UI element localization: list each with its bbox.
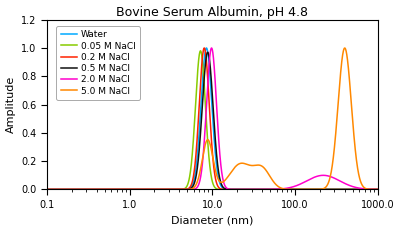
0.5 M NaCl bbox=[205, 51, 210, 54]
0.5 M NaCl bbox=[104, 188, 109, 191]
0.5 M NaCl bbox=[260, 188, 264, 191]
0.05 M NaCl bbox=[291, 188, 296, 191]
Title: Bovine Serum Albumin, pH 4.8: Bovine Serum Albumin, pH 4.8 bbox=[116, 6, 308, 18]
Legend: Water, 0.05 M NaCl, 0.2 M NaCl, 0.5 M NaCl, 2.0 M NaCl, 5.0 M NaCl: Water, 0.05 M NaCl, 0.2 M NaCl, 0.5 M Na… bbox=[56, 26, 140, 100]
5.0 M NaCl bbox=[260, 165, 264, 167]
2.0 M NaCl bbox=[104, 188, 109, 191]
2.0 M NaCl bbox=[291, 185, 296, 188]
5.0 M NaCl bbox=[342, 47, 347, 49]
5.0 M NaCl bbox=[44, 188, 49, 191]
Water bbox=[291, 188, 296, 191]
0.05 M NaCl bbox=[171, 188, 176, 191]
Water bbox=[260, 188, 264, 191]
Line: 2.0 M NaCl: 2.0 M NaCl bbox=[47, 48, 378, 189]
Line: 0.2 M NaCl: 0.2 M NaCl bbox=[47, 48, 378, 189]
5.0 M NaCl bbox=[104, 188, 109, 191]
Water bbox=[375, 188, 380, 191]
0.2 M NaCl bbox=[171, 188, 176, 191]
Water bbox=[316, 188, 321, 191]
0.5 M NaCl bbox=[44, 188, 49, 191]
0.2 M NaCl bbox=[104, 188, 109, 191]
5.0 M NaCl bbox=[243, 162, 248, 165]
2.0 M NaCl bbox=[316, 174, 321, 177]
2.0 M NaCl bbox=[243, 188, 248, 191]
Line: 0.5 M NaCl: 0.5 M NaCl bbox=[47, 52, 378, 189]
Water bbox=[171, 188, 176, 191]
5.0 M NaCl bbox=[375, 188, 380, 191]
2.0 M NaCl bbox=[209, 47, 214, 49]
0.2 M NaCl bbox=[375, 188, 380, 191]
Line: Water: Water bbox=[47, 48, 378, 189]
0.5 M NaCl bbox=[291, 188, 296, 191]
Y-axis label: Amplitude: Amplitude bbox=[6, 76, 16, 133]
0.2 M NaCl bbox=[291, 188, 296, 191]
0.05 M NaCl bbox=[104, 188, 109, 191]
0.05 M NaCl bbox=[316, 188, 321, 191]
0.5 M NaCl bbox=[316, 188, 321, 191]
0.5 M NaCl bbox=[243, 188, 248, 191]
0.05 M NaCl bbox=[44, 188, 49, 191]
2.0 M NaCl bbox=[260, 188, 264, 191]
0.2 M NaCl bbox=[243, 188, 248, 191]
0.05 M NaCl bbox=[198, 49, 203, 52]
0.05 M NaCl bbox=[243, 188, 248, 191]
Water bbox=[243, 188, 248, 191]
0.2 M NaCl bbox=[44, 188, 49, 191]
X-axis label: Diameter (nm): Diameter (nm) bbox=[171, 216, 254, 225]
Line: 5.0 M NaCl: 5.0 M NaCl bbox=[47, 48, 378, 189]
Water bbox=[204, 47, 209, 49]
2.0 M NaCl bbox=[375, 188, 380, 191]
2.0 M NaCl bbox=[44, 188, 49, 191]
2.0 M NaCl bbox=[171, 188, 176, 191]
5.0 M NaCl bbox=[171, 188, 176, 191]
0.5 M NaCl bbox=[171, 188, 176, 191]
0.05 M NaCl bbox=[260, 188, 264, 191]
0.05 M NaCl bbox=[375, 188, 380, 191]
Water bbox=[44, 188, 49, 191]
0.2 M NaCl bbox=[316, 188, 321, 191]
0.5 M NaCl bbox=[375, 188, 380, 191]
0.2 M NaCl bbox=[260, 188, 264, 191]
0.2 M NaCl bbox=[202, 47, 207, 49]
Line: 0.05 M NaCl: 0.05 M NaCl bbox=[47, 51, 378, 189]
5.0 M NaCl bbox=[291, 188, 296, 191]
5.0 M NaCl bbox=[316, 188, 321, 191]
Water bbox=[104, 188, 109, 191]
